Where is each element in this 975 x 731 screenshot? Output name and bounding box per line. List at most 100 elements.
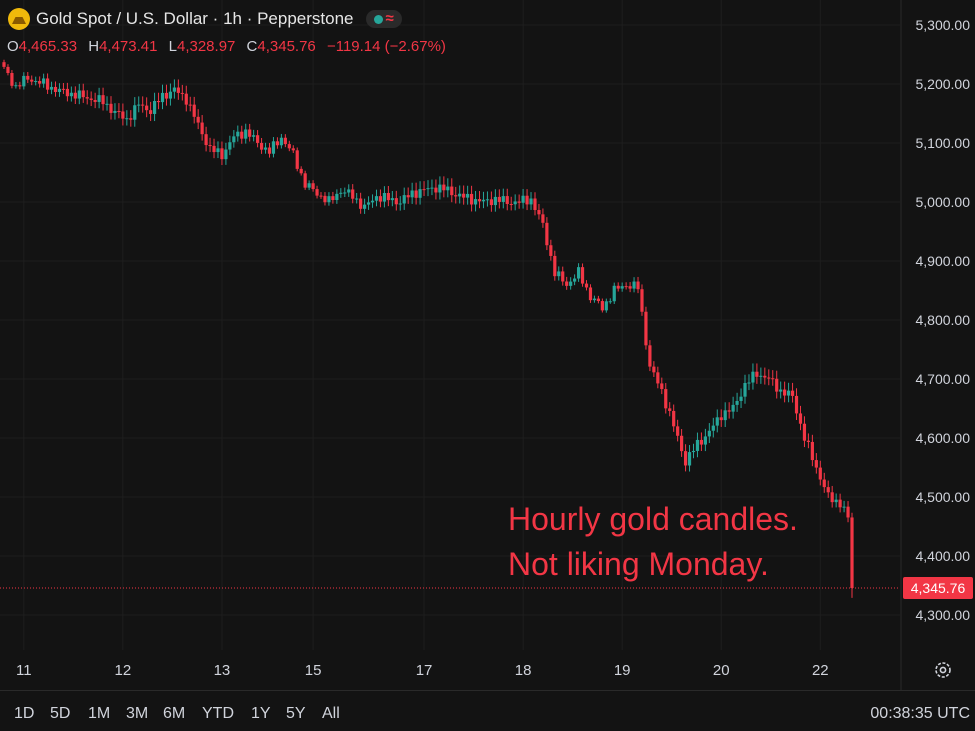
candle-body bbox=[422, 189, 426, 191]
candle-body bbox=[628, 286, 632, 289]
range-5y-button[interactable]: 5Y bbox=[286, 705, 306, 722]
candle-body bbox=[323, 195, 327, 203]
candle-body bbox=[10, 73, 14, 86]
candle-body bbox=[232, 136, 236, 143]
candle-body bbox=[723, 410, 727, 421]
market-status[interactable]: ≈ bbox=[365, 10, 402, 28]
candle-body bbox=[573, 278, 577, 282]
high-value: 4,473.41 bbox=[99, 38, 158, 55]
open-key: O bbox=[7, 38, 19, 55]
candle-body bbox=[466, 193, 470, 198]
range-5d-button[interactable]: 5D bbox=[50, 705, 71, 722]
candle-body bbox=[141, 104, 145, 106]
candle-body bbox=[727, 410, 731, 412]
candle-body bbox=[53, 86, 58, 93]
candle-body bbox=[418, 189, 422, 198]
candle-body bbox=[779, 389, 783, 392]
price-chart[interactable]: 5,300.00 5,200.00 5,100.00 5,000.00 4,900.00… bbox=[0, 0, 975, 690]
candle-body bbox=[676, 426, 680, 436]
candle-body bbox=[263, 147, 268, 150]
candle-body bbox=[216, 148, 220, 153]
candle-body bbox=[580, 267, 585, 284]
candle-body bbox=[707, 430, 711, 437]
candle-body bbox=[129, 118, 133, 120]
candle-body bbox=[806, 440, 811, 442]
candle-body bbox=[172, 87, 176, 92]
y-tick-label: 4,600.00 bbox=[916, 430, 971, 446]
candle-body bbox=[842, 506, 846, 508]
candle-body bbox=[362, 204, 367, 209]
candle-body bbox=[343, 192, 347, 194]
last-price-label: 4,345.76 bbox=[911, 580, 966, 596]
candle-body bbox=[624, 286, 628, 288]
candle-body bbox=[374, 196, 379, 201]
range-6m-button[interactable]: 6M bbox=[163, 705, 186, 722]
candle-body bbox=[188, 104, 192, 106]
candle-body bbox=[711, 425, 715, 431]
candle-body bbox=[315, 189, 319, 196]
candle-body bbox=[366, 202, 371, 205]
candle-body bbox=[747, 382, 751, 384]
candle-body bbox=[73, 92, 77, 99]
candle-body bbox=[275, 141, 280, 146]
range-ytd-button[interactable]: YTD bbox=[202, 705, 234, 722]
candle-body bbox=[168, 91, 173, 99]
candle-body bbox=[743, 382, 747, 397]
utc-clock[interactable]: 00:38:35 UTC bbox=[870, 705, 970, 722]
candle-body bbox=[34, 81, 38, 83]
candle-body bbox=[731, 404, 735, 412]
candle-body bbox=[212, 145, 216, 153]
candle-body bbox=[473, 199, 478, 205]
candle-body bbox=[434, 187, 438, 193]
gear-icon[interactable] bbox=[934, 661, 952, 679]
candle-body bbox=[830, 492, 834, 503]
candle-body bbox=[632, 281, 636, 289]
candle-body bbox=[850, 517, 854, 589]
candle-body bbox=[454, 195, 458, 197]
annotation-line-2: Not liking Monday. bbox=[508, 546, 769, 582]
candle-body bbox=[200, 122, 204, 135]
annotation-line-1: Hourly gold candles. bbox=[508, 501, 798, 537]
range-all-button[interactable]: All bbox=[322, 705, 340, 722]
candle-body bbox=[485, 199, 490, 201]
x-tick-label: 18 bbox=[515, 662, 532, 679]
candle-body bbox=[271, 141, 276, 154]
range-1m-button[interactable]: 1M bbox=[88, 705, 111, 722]
candle-body bbox=[672, 410, 676, 427]
candle-body bbox=[794, 395, 799, 414]
candle-body bbox=[42, 78, 46, 84]
candle-body bbox=[616, 285, 620, 289]
candle-body bbox=[493, 196, 497, 206]
ohlc-legend: O4,465.33 H4,473.41 L4,328.97 C4,345.76 … bbox=[7, 38, 453, 55]
annotation-text: Hourly gold candles. Not liking Monday. bbox=[508, 497, 798, 587]
open-value: 4,465.33 bbox=[18, 38, 78, 55]
candle-body bbox=[105, 103, 109, 105]
range-1y-button[interactable]: 1Y bbox=[251, 705, 271, 722]
candle-body bbox=[307, 183, 311, 188]
candle-body bbox=[751, 371, 755, 383]
candle-body bbox=[390, 198, 394, 201]
candle-body bbox=[145, 105, 149, 111]
candle-body bbox=[652, 366, 656, 373]
candle-body bbox=[775, 378, 779, 392]
low-value: 4,328.97 bbox=[176, 38, 236, 55]
x-axis[interactable]: 11 12 13 15 17 18 19 20 22 bbox=[16, 662, 829, 679]
candle-body bbox=[228, 142, 232, 150]
symbol-title[interactable]: Gold Spot / U.S. Dollar · 1h · Peppersto… bbox=[36, 9, 354, 28]
candle-body bbox=[414, 190, 418, 198]
candle-body bbox=[838, 499, 842, 508]
grid-lines bbox=[0, 0, 902, 690]
candle-body bbox=[509, 203, 513, 205]
candle-body bbox=[462, 193, 466, 198]
range-1d-button[interactable]: 1D bbox=[14, 705, 35, 722]
close-value: 4,345.76 bbox=[257, 38, 316, 55]
candle-body bbox=[351, 189, 355, 199]
candle-body bbox=[656, 372, 660, 384]
candle-body bbox=[69, 92, 73, 97]
y-axis[interactable]: 5,300.00 5,200.00 5,100.00 5,000.00 4,900.00… bbox=[916, 17, 971, 623]
candle-body bbox=[767, 377, 771, 379]
range-3m-button[interactable]: 3M bbox=[126, 705, 149, 722]
candle-body bbox=[398, 203, 402, 205]
candle-body bbox=[386, 192, 390, 201]
candle-body bbox=[164, 92, 169, 99]
